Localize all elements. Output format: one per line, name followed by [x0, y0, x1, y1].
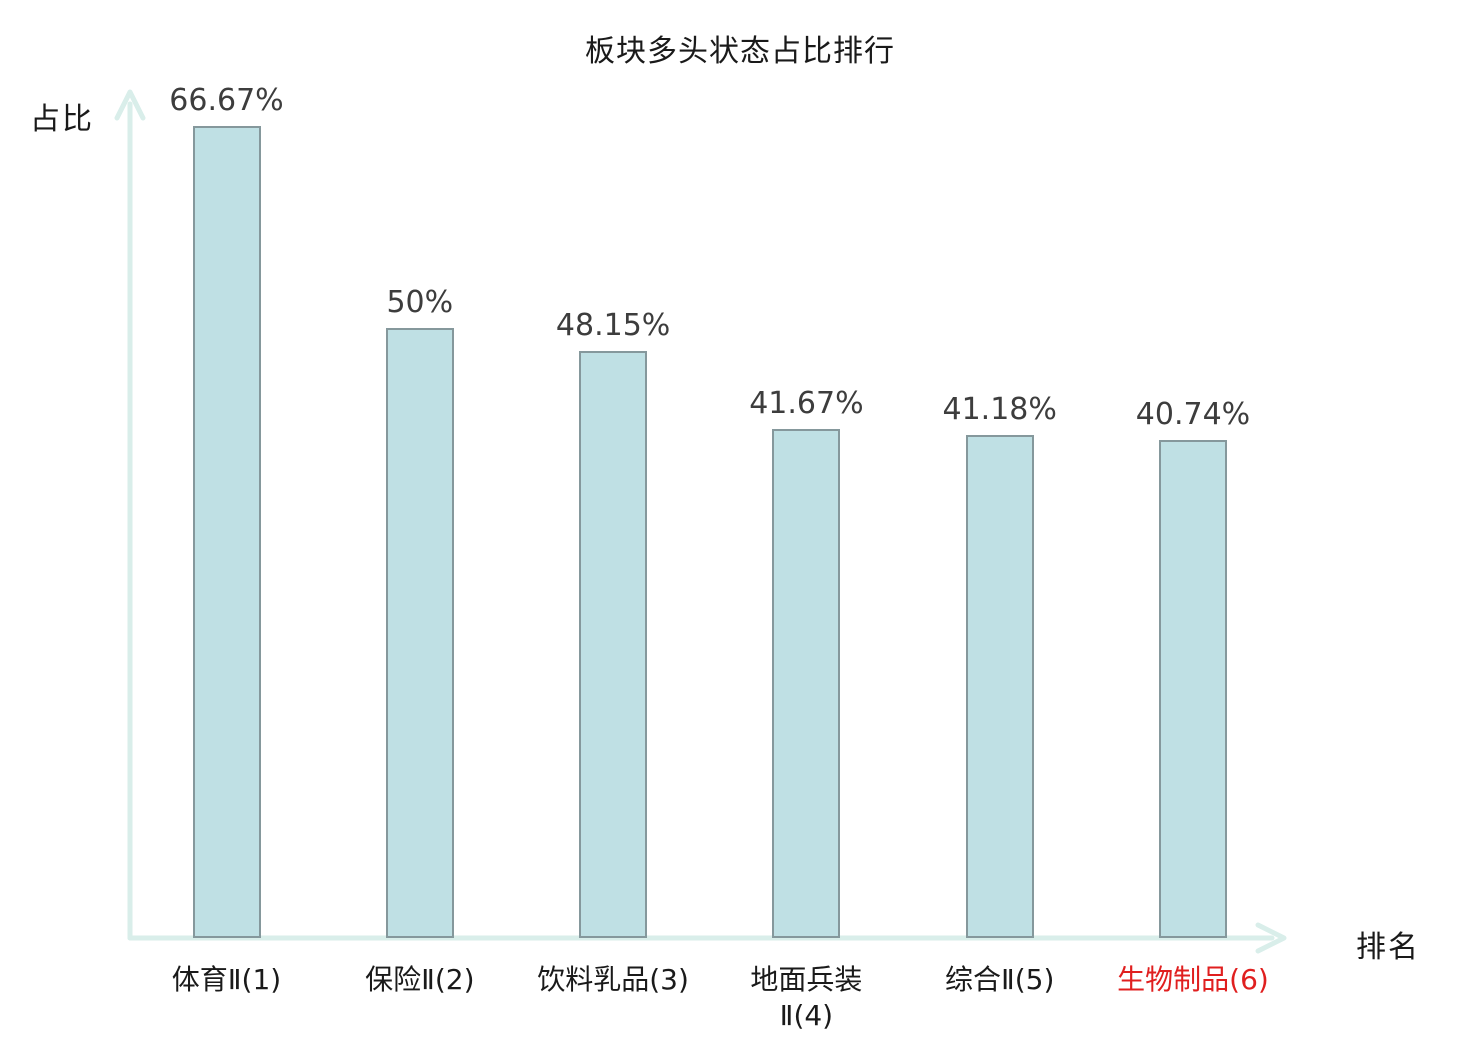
bar [192, 126, 261, 938]
category-label: 生物制品(6) [1117, 963, 1269, 996]
value-label: 48.15% [555, 308, 671, 343]
plot-area: 66.67% 体育Ⅱ(1) 50% 保险Ⅱ(2) 48.15% 饮料乳品(3) 41.67%… [130, 83, 1292, 1032]
category-label: 综合Ⅱ(5) [944, 963, 1055, 996]
bar [579, 351, 648, 938]
value-label: 40.74% [1135, 397, 1251, 432]
bar [965, 435, 1034, 938]
value-label: 41.18% [942, 392, 1057, 427]
bar [1159, 440, 1227, 938]
bar [385, 328, 454, 938]
category-label: 地面兵装 Ⅱ(4) [750, 963, 863, 1033]
x-axis-label: 排名 [1356, 930, 1420, 965]
value-label: 66.67% [169, 83, 284, 118]
bar [772, 429, 841, 938]
category-label: 饮料乳品(3) [537, 963, 689, 996]
y-axis-label: 占比 [30, 102, 94, 137]
value-label: 50% [386, 285, 454, 320]
value-label: 41.67% [749, 386, 864, 421]
chart-title: 板块多头状态占比排行 [585, 34, 895, 69]
category-label: 保险Ⅱ(2) [365, 963, 475, 996]
category-label: 体育Ⅱ(1) [171, 963, 282, 996]
